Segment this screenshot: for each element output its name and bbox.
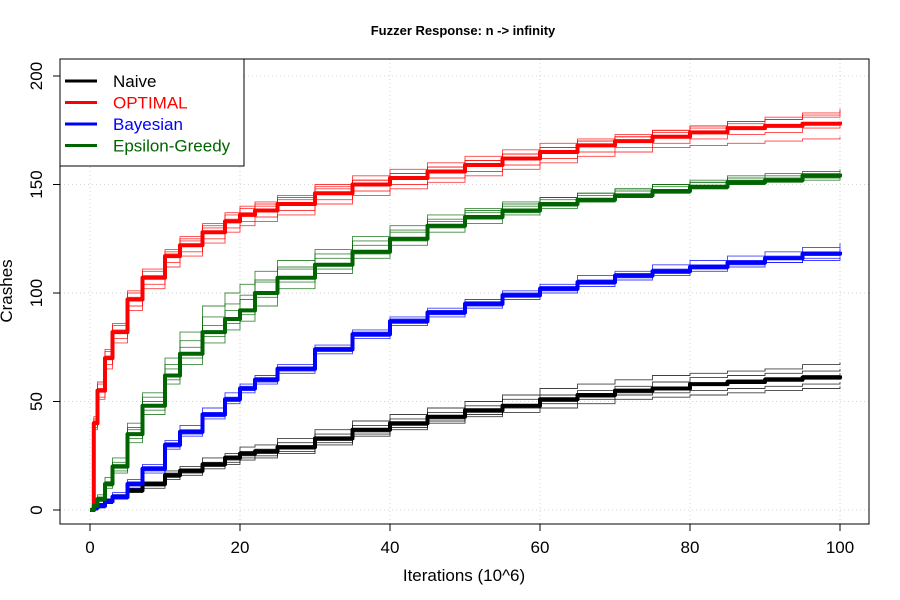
series-line-epsilon-greedy (90, 173, 842, 512)
legend: Naive OPTIMAL Bayesian Epsilon-Greedy (59, 58, 245, 167)
y-axis: 0 50 100 150 200 (27, 62, 61, 515)
y-axis-label: Crashes (0, 259, 16, 322)
legend-label: Bayesian (113, 115, 183, 134)
y-tick-label: 0 (27, 505, 46, 514)
run-line (90, 386, 841, 511)
x-axis: 0 20 40 60 80 100 (85, 523, 854, 557)
run-line (90, 258, 841, 511)
x-axis-label: Iterations (10^6) (403, 566, 525, 585)
legend-label: Epsilon-Greedy (113, 137, 231, 156)
legend-label: Naive (113, 72, 156, 91)
series-line-optimal (90, 121, 842, 512)
x-tick-label: 0 (85, 538, 94, 557)
y-tick-label: 50 (27, 392, 46, 411)
x-tick-label: 20 (231, 538, 250, 557)
series-line-bayesian (90, 251, 842, 512)
series-line-naive (90, 375, 842, 512)
y-tick-label: 100 (27, 279, 46, 307)
y-tick-label: 150 (27, 170, 46, 198)
x-tick-label: 80 (681, 538, 700, 557)
y-tick-label: 200 (27, 62, 46, 90)
legend-box (59, 58, 245, 167)
chart-title: Fuzzer Response: n -> infinity (371, 23, 556, 38)
x-tick-label: 40 (381, 538, 400, 557)
mean-lines (90, 121, 842, 512)
legend-label: OPTIMAL (113, 94, 188, 113)
x-tick-label: 100 (826, 538, 854, 557)
x-tick-label: 60 (531, 538, 550, 557)
